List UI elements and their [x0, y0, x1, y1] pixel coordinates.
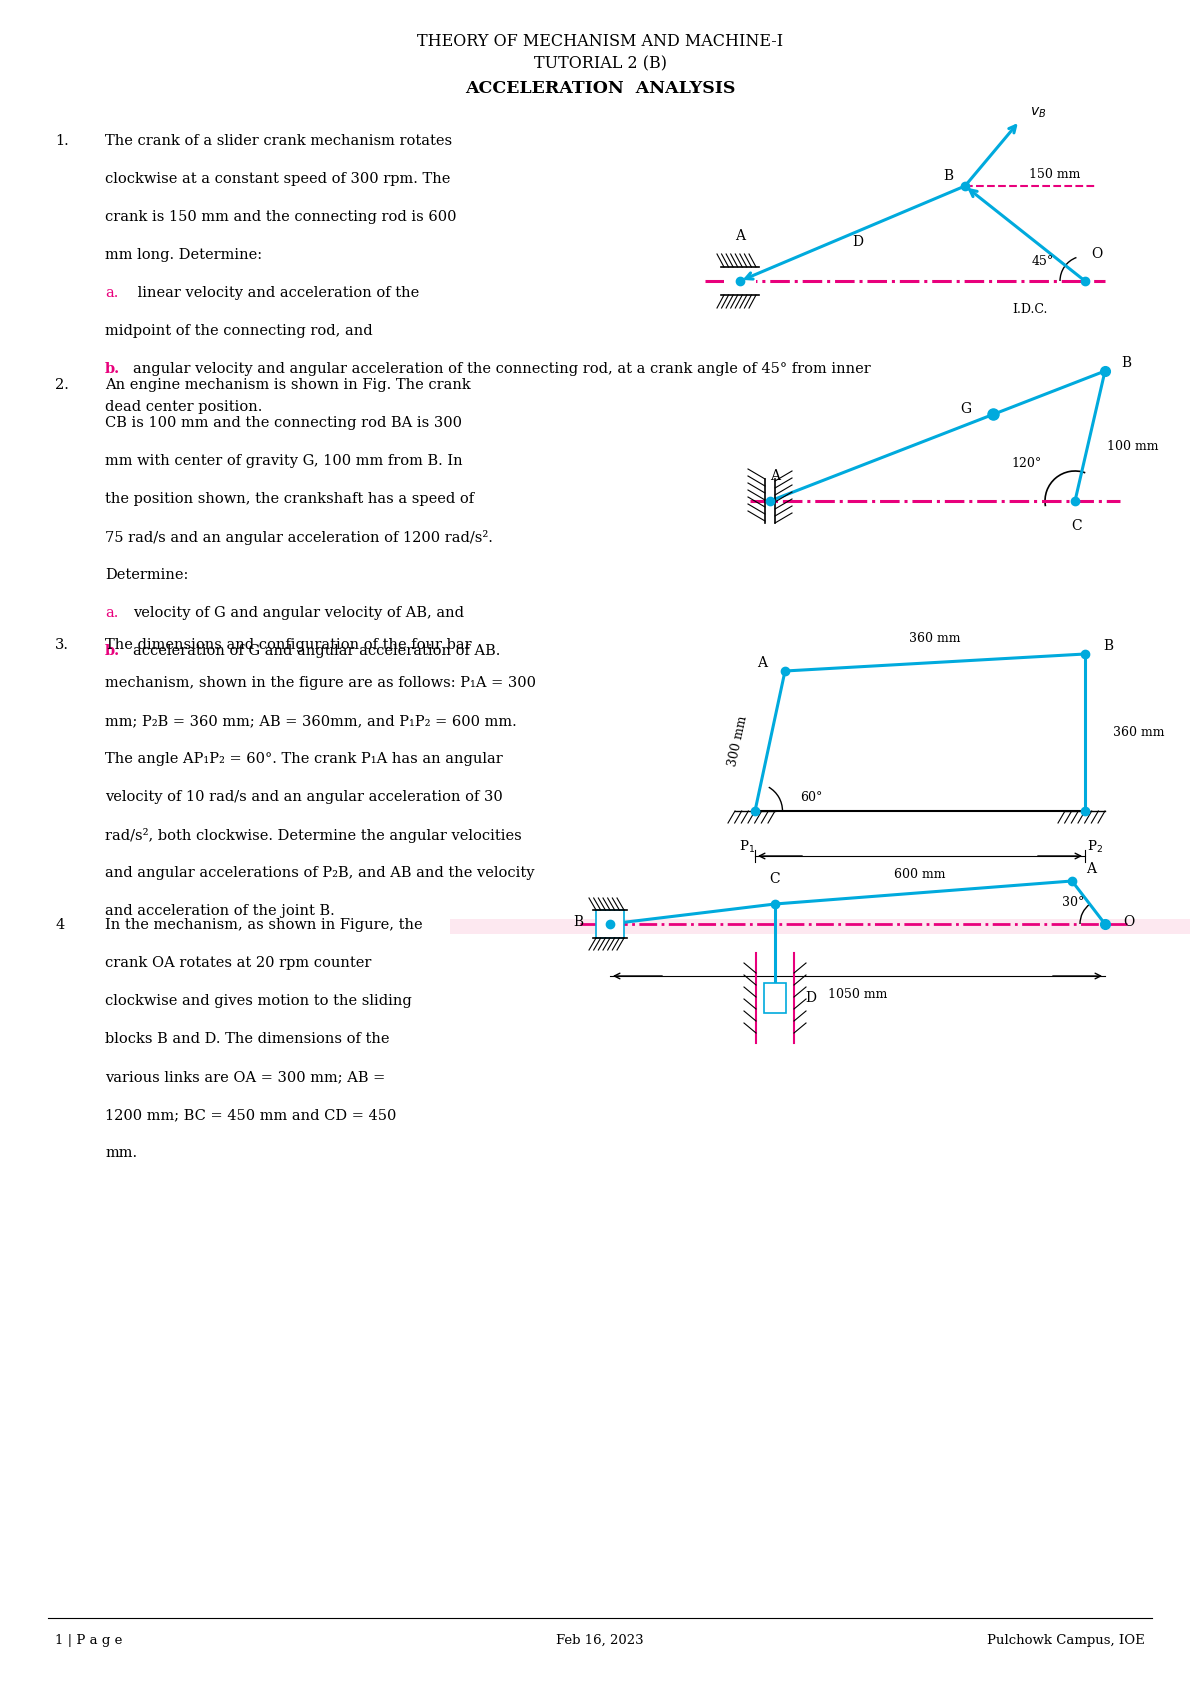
Text: A: A [1086, 862, 1096, 877]
Text: mechanism, shown in the figure are as follows: P₁A = 300: mechanism, shown in the figure are as fo… [106, 677, 536, 690]
Text: linear velocity and acceleration of the: linear velocity and acceleration of the [133, 287, 419, 300]
Text: angular velocity and angular acceleration of the connecting rod, at a crank angl: angular velocity and angular acceleratio… [133, 361, 871, 377]
Text: Pulchowk Campus, IOE: Pulchowk Campus, IOE [988, 1633, 1145, 1647]
Text: THEORY OF MECHANISM AND MACHINE-I: THEORY OF MECHANISM AND MACHINE-I [416, 32, 784, 49]
Bar [724, 266, 756, 295]
Text: the position shown, the crankshaft has a speed of: the position shown, the crankshaft has a… [106, 492, 474, 505]
Text: ACCELERATION  ANALYSIS: ACCELERATION ANALYSIS [464, 80, 736, 97]
Text: 2.: 2. [55, 378, 68, 392]
Text: crank is 150 mm and the connecting rod is 600: crank is 150 mm and the connecting rod i… [106, 210, 456, 224]
Text: 300 mm: 300 mm [726, 714, 750, 768]
Text: A: A [770, 470, 780, 483]
Text: 1200 mm; BC = 450 mm and CD = 450: 1200 mm; BC = 450 mm and CD = 450 [106, 1107, 396, 1123]
Text: B: B [1103, 639, 1114, 653]
Text: a.: a. [106, 605, 119, 621]
Text: B: B [1121, 356, 1132, 370]
Text: mm with center of gravity G, 100 mm from B. In: mm with center of gravity G, 100 mm from… [106, 455, 463, 468]
Text: 1050 mm: 1050 mm [828, 989, 887, 1001]
Text: midpoint of the connecting rod, and: midpoint of the connecting rod, and [106, 324, 373, 338]
Text: velocity of 10 rad/s and an angular acceleration of 30: velocity of 10 rad/s and an angular acce… [106, 790, 503, 804]
Text: and angular accelerations of P₂B, and AB and the velocity: and angular accelerations of P₂B, and AB… [106, 867, 534, 880]
Text: D: D [852, 236, 863, 249]
Text: TUTORIAL 2 (B): TUTORIAL 2 (B) [534, 56, 666, 73]
Text: 30°: 30° [1062, 895, 1084, 909]
Text: The dimensions and configuration of the four bar: The dimensions and configuration of the … [106, 638, 472, 651]
Bar [764, 984, 786, 1013]
Text: I.D.C.: I.D.C. [1013, 304, 1048, 315]
Text: b.: b. [106, 644, 120, 658]
Text: mm; P₂B = 360 mm; AB = 360mm, and P₁P₂ = 600 mm.: mm; P₂B = 360 mm; AB = 360mm, and P₁P₂ =… [106, 714, 517, 728]
Text: Determine:: Determine: [106, 568, 188, 582]
Text: A: A [734, 229, 745, 243]
Text: P$_2$: P$_2$ [1087, 840, 1103, 855]
Text: O: O [1123, 916, 1134, 929]
Text: 1 | P a g e: 1 | P a g e [55, 1633, 122, 1647]
Text: clockwise and gives motion to the sliding: clockwise and gives motion to the slidin… [106, 994, 412, 1007]
Text: P$_1$: P$_1$ [739, 840, 755, 855]
Text: mm.: mm. [106, 1146, 137, 1160]
Text: 100 mm: 100 mm [1108, 439, 1158, 453]
Text: rad/s², both clockwise. Determine the angular velocities: rad/s², both clockwise. Determine the an… [106, 828, 522, 843]
Text: 1.: 1. [55, 134, 68, 148]
Bar [596, 911, 624, 938]
Text: acceleration of G and angular acceleration of AB.: acceleration of G and angular accelerati… [133, 644, 500, 658]
Text: G: G [960, 402, 971, 416]
Text: An engine mechanism is shown in Fig. The crank: An engine mechanism is shown in Fig. The… [106, 378, 470, 392]
Text: A: A [757, 656, 767, 670]
Text: 360 mm: 360 mm [1114, 726, 1164, 739]
Text: 600 mm: 600 mm [894, 868, 946, 880]
Text: 360 mm: 360 mm [910, 631, 961, 644]
Text: 75 rad/s and an angular acceleration of 1200 rad/s².: 75 rad/s and an angular acceleration of … [106, 531, 493, 544]
Text: dead center position.: dead center position. [106, 400, 263, 414]
Text: B: B [572, 916, 583, 929]
Text: D: D [805, 990, 816, 1006]
Text: In the mechanism, as shown in Figure, the: In the mechanism, as shown in Figure, th… [106, 918, 422, 933]
Text: b.: b. [106, 361, 120, 377]
Text: 120°: 120° [1012, 456, 1042, 470]
Text: C: C [769, 872, 780, 885]
Text: blocks B and D. The dimensions of the: blocks B and D. The dimensions of the [106, 1031, 390, 1046]
Text: 150 mm: 150 mm [1028, 168, 1080, 180]
Text: The crank of a slider crank mechanism rotates: The crank of a slider crank mechanism ro… [106, 134, 452, 148]
Text: Feb 16, 2023: Feb 16, 2023 [556, 1633, 644, 1647]
Text: crank OA rotates at 20 rpm counter: crank OA rotates at 20 rpm counter [106, 957, 371, 970]
Text: clockwise at a constant speed of 300 rpm. The: clockwise at a constant speed of 300 rpm… [106, 171, 450, 187]
Text: $v_B$: $v_B$ [1030, 105, 1046, 120]
Bar [450, 919, 1190, 934]
Text: C: C [1072, 519, 1082, 533]
Text: The angle AP₁P₂ = 60°. The crank P₁A has an angular: The angle AP₁P₂ = 60°. The crank P₁A has… [106, 751, 503, 767]
Text: 60°: 60° [800, 790, 822, 804]
Text: and acceleration of the joint B.: and acceleration of the joint B. [106, 904, 335, 918]
Text: mm long. Determine:: mm long. Determine: [106, 248, 262, 261]
Text: 3.: 3. [55, 638, 70, 651]
Text: 4: 4 [55, 918, 65, 933]
Text: B: B [943, 170, 953, 183]
Text: a.: a. [106, 287, 119, 300]
Text: O: O [1091, 248, 1103, 261]
Text: velocity of G and angular velocity of AB, and: velocity of G and angular velocity of AB… [133, 605, 464, 621]
Text: CB is 100 mm and the connecting rod BA is 300: CB is 100 mm and the connecting rod BA i… [106, 416, 462, 431]
Text: various links are OA = 300 mm; AB =: various links are OA = 300 mm; AB = [106, 1070, 385, 1084]
Text: 45°: 45° [1032, 254, 1054, 268]
